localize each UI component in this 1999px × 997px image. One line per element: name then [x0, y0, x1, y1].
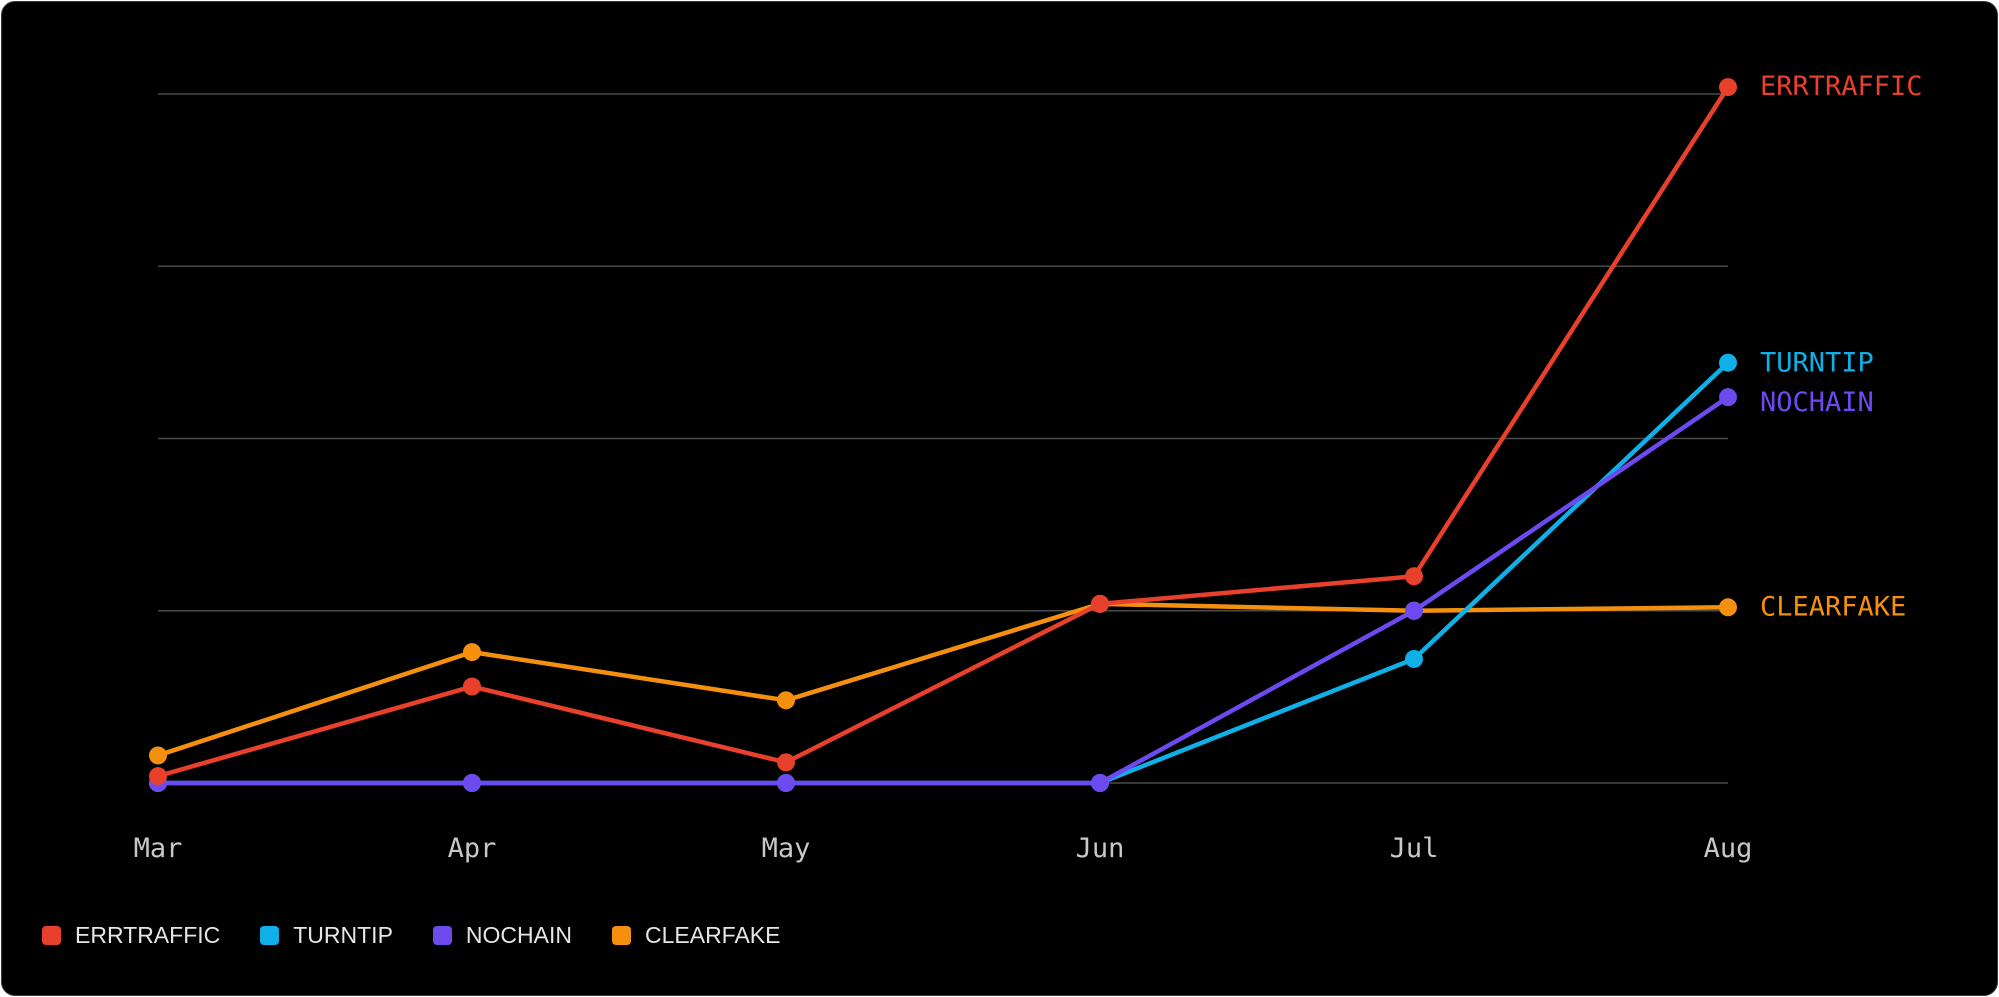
end-label-turntip: TURNTIP: [1760, 348, 1874, 379]
x-tick-label: Jun: [1076, 833, 1125, 864]
legend-swatch: [432, 926, 452, 945]
data-point-turntip: [1405, 649, 1423, 668]
data-point-turntip: [1719, 353, 1737, 372]
legend-swatch: [42, 926, 61, 945]
data-point-clearfake: [1719, 598, 1737, 617]
data-point-errtraffic: [1719, 78, 1737, 97]
legend-label: TURNTIP: [293, 922, 393, 948]
series-line-clearfake: [155, 601, 1731, 758]
data-point-errtraffic: [1405, 567, 1423, 586]
end-label-clearfake: CLEARFAKE: [1760, 591, 1906, 622]
legend-item-turntip: TURNTIP: [260, 922, 393, 949]
data-point-clearfake: [777, 691, 795, 710]
legend-swatch: [260, 926, 280, 945]
x-tick-label: Apr: [448, 833, 497, 864]
data-point-errtraffic: [1091, 594, 1109, 613]
series-end-labels: ERRTRAFFIC TURNTIP NOCHAIN CLEARFAKE: [1760, 71, 1923, 622]
data-point-nochain: [1719, 388, 1737, 407]
series-lines: [155, 84, 1731, 786]
legend: ERRTRAFFIC TURNTIP NOCHAIN CLEARFAKE: [42, 922, 780, 949]
data-point-nochain: [777, 774, 795, 792]
x-tick-label: Mar: [134, 833, 183, 864]
series-line-nochain: [155, 394, 1731, 786]
end-label-errtraffic: ERRTRAFFIC: [1760, 71, 1923, 102]
data-point-clearfake: [149, 746, 167, 765]
end-label-nochain: NOCHAIN: [1760, 387, 1874, 418]
x-tick-label: Jul: [1390, 833, 1439, 864]
legend-swatch: [611, 926, 631, 945]
series-line-errtraffic: [155, 84, 1731, 779]
data-point-errtraffic: [777, 753, 795, 772]
data-point-clearfake: [463, 643, 481, 662]
legend-label: NOCHAIN: [465, 922, 572, 948]
series-points: [149, 78, 1737, 792]
x-axis-tick-labels: Mar Apr May Jun Jul Aug: [134, 833, 1753, 864]
data-point-errtraffic: [149, 767, 167, 786]
legend-item-errtraffic: ERRTRAFFIC: [42, 922, 220, 949]
x-tick-label: Aug: [1704, 833, 1753, 864]
legend-label: CLEARFAKE: [644, 922, 781, 948]
legend-item-nochain: NOCHAIN: [432, 922, 572, 949]
data-point-nochain: [463, 774, 481, 792]
series-line-turntip: [155, 360, 1731, 786]
data-point-nochain: [1405, 601, 1423, 620]
data-point-nochain: [1091, 774, 1109, 792]
legend-item-clearfake: CLEARFAKE: [611, 922, 781, 949]
data-point-errtraffic: [463, 677, 481, 696]
legend-label: ERRTRAFFIC: [75, 922, 221, 948]
x-tick-label: May: [762, 833, 811, 864]
